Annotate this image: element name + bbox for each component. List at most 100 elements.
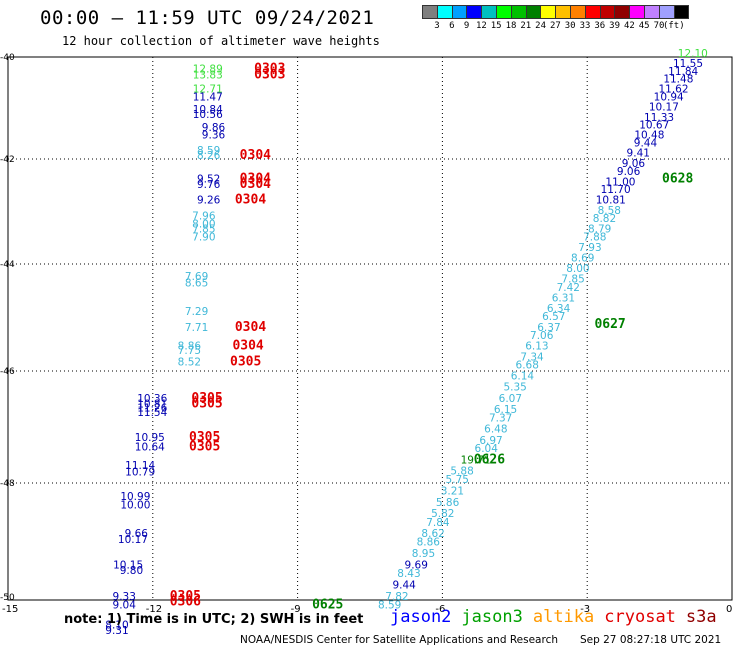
wave-height-label: 8.43 <box>397 568 420 580</box>
wave-height-label: 10.81 <box>596 195 626 207</box>
x-tick-label: -9 <box>291 604 301 615</box>
pass-time-label-cryosat: 0304 <box>240 172 271 187</box>
grid-lines <box>8 57 732 600</box>
tick-labels: -15 -12 -9 -6 -3 0 -40 -42 -44 -46 -48 -50 <box>0 53 732 615</box>
wave-height-label: 10.99 <box>120 491 150 503</box>
wave-height-label: 11.00 <box>605 176 635 188</box>
wave-height-label: 6.97 <box>479 435 502 447</box>
wave-height-label: 9.33 <box>113 591 136 603</box>
wave-height-label: 9.06 <box>617 166 641 178</box>
wave-height-label: 7.06 <box>530 330 554 342</box>
wave-height-label: 10.81 <box>137 398 167 410</box>
wave-height-label: 7.88 <box>583 231 606 243</box>
wave-height-label: 7.75 <box>178 345 201 357</box>
wave-height-label: 8.59 <box>197 145 220 157</box>
wave-height-label: 9.41 <box>627 147 650 159</box>
wave-height-label: 6.14 <box>511 370 535 382</box>
colorbar-label: 18 <box>505 21 517 31</box>
colorbar-label: 33 <box>579 21 591 31</box>
wave-height-label: 6.68 <box>516 359 539 371</box>
wave-height-label: 7.34 <box>520 351 544 363</box>
wave-height-label: 6.13 <box>525 341 548 353</box>
colorbar-label: (ft) <box>662 21 685 31</box>
wave-height-label: 10.15 <box>113 560 143 572</box>
colorbar-label: 45 <box>638 21 650 31</box>
y-tick-label: -46 <box>0 367 15 377</box>
wave-height-label: 10.48 <box>634 130 664 142</box>
pass-time-label-cryosat: 0304 <box>235 193 266 208</box>
wave-height-label: 7.96 <box>192 210 216 222</box>
wave-height-label: 10.94 <box>654 91 684 103</box>
pass-time-label-cryosat: 0305 <box>191 396 222 411</box>
satellite-legend-item: jason3 <box>461 607 523 627</box>
wave-height-label: 7.69 <box>185 271 208 283</box>
y-tick-label: -42 <box>0 155 15 165</box>
wave-height-label: 10.79 <box>125 467 155 479</box>
wave-height-label: 8.26 <box>197 150 221 162</box>
wave-height-label: 7.90 <box>192 231 215 243</box>
chart-title: 00:00 — 11:59 UTC 09/24/2021 <box>40 7 375 29</box>
wave-height-label: 6.57 <box>542 311 565 323</box>
y-tick-label: -40 <box>0 53 15 63</box>
wave-height-label: 8.86 <box>178 341 202 353</box>
wave-height-label: 7.93 <box>578 242 601 254</box>
wave-height-label: 6.15 <box>494 404 517 416</box>
x-tick-label: -3 <box>580 604 590 615</box>
pass-time-label: 0626 <box>474 452 505 467</box>
x-tick-label: -12 <box>146 604 162 615</box>
y-tick-label: -48 <box>0 479 15 489</box>
wave-height-labels: 12.1011.5511.8411.4811.6210.9410.1711.33… <box>105 48 708 637</box>
generation-timestamp: Sep 27 08:27:18 UTC 2021 <box>580 634 722 646</box>
wave-height-label: 9.44 <box>392 579 416 591</box>
pass-time-label-cryosat: 0306 <box>170 595 201 610</box>
wave-height-label: 11.14 <box>125 460 155 472</box>
wave-height-label: 7.29 <box>185 306 208 318</box>
colorbar-label: 42 <box>623 21 635 31</box>
y-tick-label: -44 <box>0 260 15 270</box>
wave-height-label: 8.00 <box>566 263 589 275</box>
wave-height-label: 9.76 <box>197 179 221 191</box>
wave-height-label: 10.00 <box>120 500 150 512</box>
wave-height-label: 10.64 <box>135 442 165 454</box>
x-tick-label: -15 <box>2 604 18 615</box>
wave-height-label: 8.62 <box>421 528 444 540</box>
wave-height-label: 10.56 <box>193 109 223 121</box>
satellite-legend: jason2 jason3 altika cryosat s3a <box>390 607 727 627</box>
colorbar-label: 24 <box>535 21 547 31</box>
pass-time-label-cryosat: 0304 <box>235 320 266 335</box>
wave-height-label: 9.80 <box>120 565 143 577</box>
wave-height-label: 11.47 <box>193 91 223 103</box>
wave-height-label: 5.88 <box>450 466 473 478</box>
plot-frame <box>7 56 733 601</box>
satellite-legend-item: altika <box>532 607 595 627</box>
wave-height-label: 6.07 <box>499 393 522 405</box>
wave-height-label: 6.04 <box>475 443 499 455</box>
y-tick-label: -50 <box>0 593 15 603</box>
pass-time-label-cryosat: 0305 <box>230 355 261 370</box>
pass-time-label-cryosat: 0305 <box>170 589 201 604</box>
wave-height-label: 10.67 <box>639 119 669 131</box>
wave-height-label: 7.84 <box>426 517 450 529</box>
wave-height-label: 12.89 <box>193 63 223 75</box>
pass-time-label-cryosat: 0303 <box>254 61 285 76</box>
wave-height-label: 9.69 <box>405 560 428 572</box>
wave-height-label: 13.83 <box>193 69 223 81</box>
wave-height-label: 8.86 <box>417 537 441 549</box>
wave-height-label: 9.04 <box>113 599 137 611</box>
wave-height-label: 19.71 <box>461 454 491 466</box>
wave-height-label: 9.44 <box>634 137 658 149</box>
credit-text: NOAA/NESDIS Center for Satellite Applica… <box>240 634 558 646</box>
pass-time-label: 0628 <box>662 172 693 187</box>
wave-height-label: 12.71 <box>193 84 223 96</box>
wave-height-label: 9.86 <box>202 122 226 134</box>
pass-time-label: 0625 <box>312 597 343 612</box>
colorbar-label: 3 <box>434 21 440 31</box>
wave-height-label: 11.70 <box>601 184 631 196</box>
colorbar-label: 70 <box>653 21 665 31</box>
wave-height-label: 8.69 <box>571 252 594 264</box>
wave-height-label: 9.66 <box>125 528 149 540</box>
x-tick-label: 0 <box>726 604 732 615</box>
wave-height-label: 11.62 <box>658 84 688 96</box>
wave-height-label: 8.65 <box>185 277 208 289</box>
